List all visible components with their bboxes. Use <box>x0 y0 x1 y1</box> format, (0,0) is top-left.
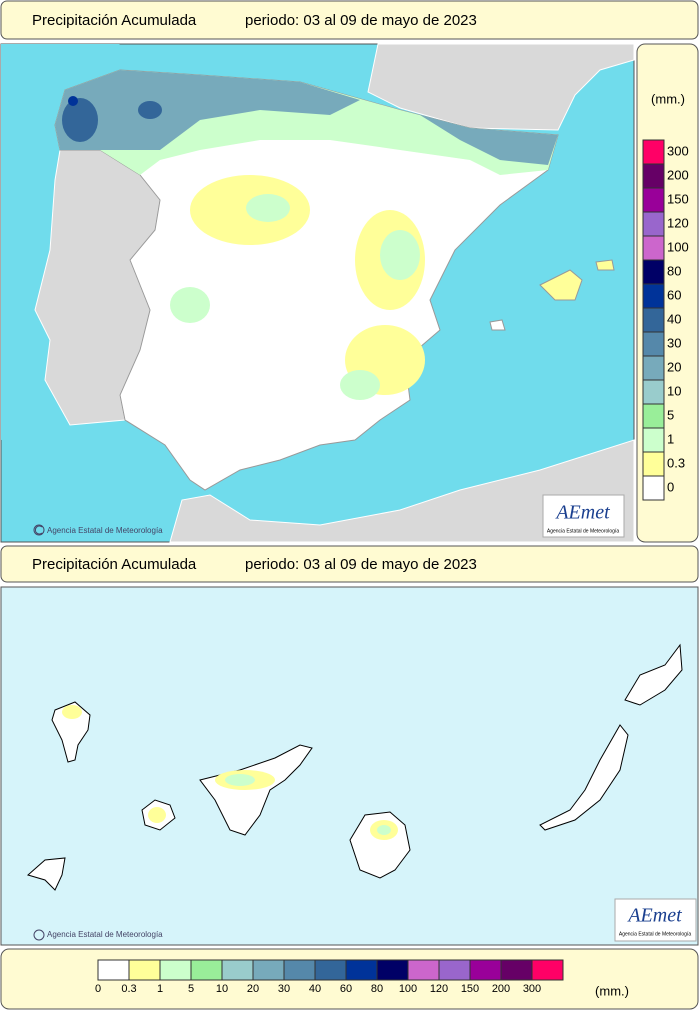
legend-label: 60 <box>340 983 352 995</box>
legend-label: 200 <box>667 167 689 182</box>
legend-swatch <box>500 959 533 981</box>
legend-swatch <box>314 959 347 981</box>
legend-unit: (mm.) <box>651 91 685 106</box>
legend-label: 10 <box>216 983 228 995</box>
legend-swatch <box>190 959 223 981</box>
canary-map: AEmet Agencia Estatal de Meteorología Ag… <box>0 586 699 946</box>
peninsula-map: AEmet Agencia Estatal de Meteorología Ag… <box>0 43 635 543</box>
legend-label: 150 <box>461 983 479 995</box>
legend-swatch <box>642 403 665 429</box>
legend-swatch <box>283 959 316 981</box>
legend-swatch <box>642 139 665 165</box>
legend-swatch <box>642 475 665 501</box>
period: periodo: 03 al 09 de mayo de 2023 <box>245 12 477 29</box>
legend-label: 150 <box>667 191 689 206</box>
legend-label: 300 <box>523 983 541 995</box>
legend-label: 80 <box>667 263 681 278</box>
period: periodo: 03 al 09 de mayo de 2023 <box>245 556 477 573</box>
legend-label: 120 <box>430 983 448 995</box>
legend-swatch <box>642 427 665 453</box>
legend-label: 40 <box>667 311 681 326</box>
title: Precipitación Acumulada <box>32 12 197 29</box>
legend-swatch <box>642 307 665 333</box>
legend-swatch <box>642 211 665 237</box>
legend-swatch <box>642 283 665 309</box>
legend-swatch <box>642 331 665 357</box>
legend-swatch <box>642 379 665 405</box>
legend-swatch <box>438 959 471 981</box>
legend-swatch <box>221 959 254 981</box>
legend-label: 0.3 <box>121 983 136 995</box>
logo-subtitle: Agencia Estatal de Meteorología <box>619 931 691 937</box>
legend-label: 30 <box>278 983 290 995</box>
legend-swatch <box>469 959 502 981</box>
legend-unit: (mm.) <box>595 983 629 998</box>
legend-label: 0.3 <box>667 455 685 470</box>
legend-swatch <box>642 259 665 285</box>
legend-label: 20 <box>247 983 259 995</box>
title-bar <box>0 0 699 40</box>
legend-label: 200 <box>492 983 510 995</box>
legend-label: 100 <box>667 239 689 254</box>
legend-swatch <box>345 959 378 981</box>
legend-label: 0 <box>667 479 674 494</box>
logo: AEmet <box>626 905 682 927</box>
legend-label: 120 <box>667 215 689 230</box>
legend-label: 5 <box>188 983 194 995</box>
legend-label: 80 <box>371 983 383 995</box>
logo-subtitle: Agencia Estatal de Meteorología <box>547 528 619 534</box>
legend-label: 300 <box>667 143 689 158</box>
legend-label: 40 <box>309 983 321 995</box>
credit: Agencia Estatal de Meteorología <box>47 526 163 535</box>
legend-label: 0 <box>95 983 101 995</box>
legend-swatch <box>376 959 409 981</box>
legend-label: 5 <box>667 407 674 422</box>
title-bar <box>0 545 699 583</box>
legend-swatch <box>159 959 192 981</box>
legend-label: 1 <box>157 983 163 995</box>
legend-swatch <box>407 959 440 981</box>
legend-swatch <box>642 451 665 477</box>
legend-label: 100 <box>399 983 417 995</box>
legend-swatch <box>252 959 285 981</box>
credit: Agencia Estatal de Meteorología <box>47 930 163 939</box>
logo: AEmet <box>554 502 610 524</box>
legend-swatch <box>642 187 665 213</box>
legend-swatch <box>642 163 665 189</box>
legend-swatch <box>642 355 665 381</box>
legend-swatch <box>97 959 130 981</box>
legend-label: 30 <box>667 335 681 350</box>
legend-swatch <box>642 235 665 261</box>
legend-label: 20 <box>667 359 681 374</box>
legend-label: 60 <box>667 287 681 302</box>
legend-swatch <box>128 959 161 981</box>
legend-label: 1 <box>667 431 674 446</box>
legend-label: 10 <box>667 383 681 398</box>
legend-swatch <box>531 959 564 981</box>
title: Precipitación Acumulada <box>32 556 197 573</box>
